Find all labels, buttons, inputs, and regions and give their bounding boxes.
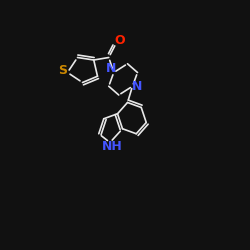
Text: NH: NH [102, 140, 123, 153]
Text: N: N [132, 80, 142, 93]
Text: O: O [114, 34, 124, 47]
Text: N: N [106, 62, 117, 75]
Text: S: S [58, 64, 68, 76]
